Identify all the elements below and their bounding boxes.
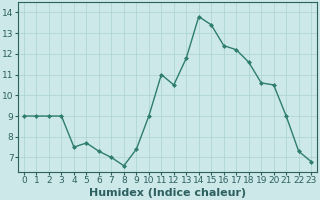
X-axis label: Humidex (Indice chaleur): Humidex (Indice chaleur) [89,188,246,198]
